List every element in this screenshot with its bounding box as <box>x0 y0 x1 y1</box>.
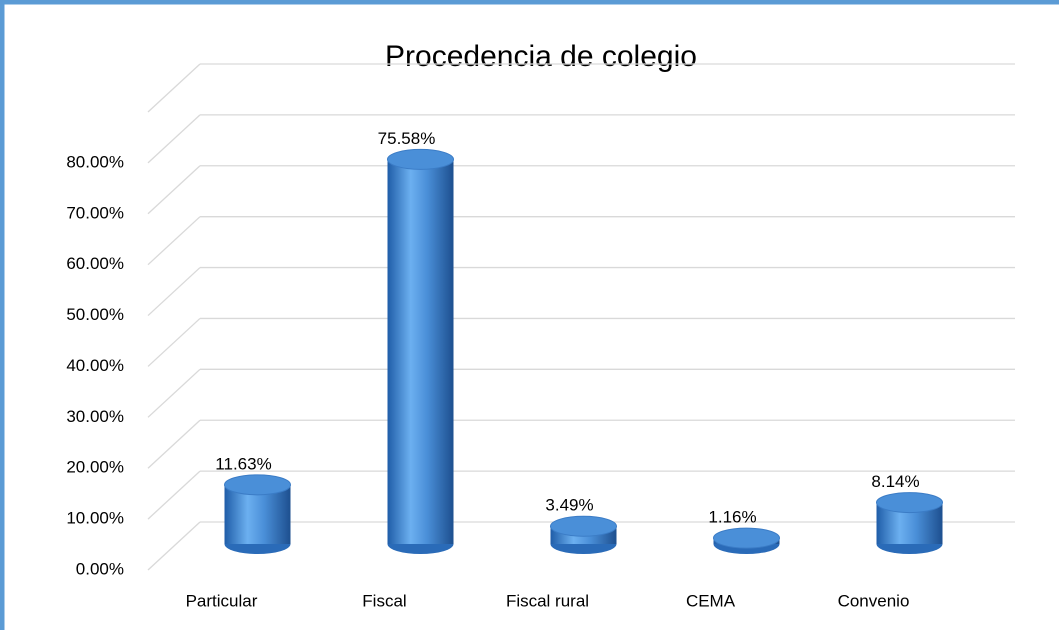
chart-title: Procedencia de colegio <box>385 40 697 73</box>
data-label: 75.58% <box>378 129 436 148</box>
y-tick-label: 70.00% <box>66 203 124 222</box>
y-tick-label: 10.00% <box>66 509 124 528</box>
grid-line <box>147 216 201 266</box>
bar-top <box>876 492 943 514</box>
bar-top <box>713 527 780 549</box>
x-tick-label: Particular <box>186 591 258 610</box>
x-tick-label: Fiscal <box>362 591 406 610</box>
y-tick-label: 50.00% <box>66 305 124 324</box>
y-tick-label: 0.00% <box>76 559 124 578</box>
wall-top <box>147 63 201 113</box>
grid-line <box>147 114 201 164</box>
grid-line <box>147 267 201 317</box>
y-tick-label: 40.00% <box>66 356 124 375</box>
y-tick-label: 30.00% <box>66 407 124 426</box>
y-tick-label: 80.00% <box>66 152 124 171</box>
grid-line <box>147 368 201 418</box>
data-label: 11.63% <box>215 454 271 473</box>
x-tick-label: Fiscal rural <box>506 591 589 610</box>
grid-line <box>147 521 201 571</box>
grid-line <box>147 165 201 215</box>
bar-top <box>224 474 291 496</box>
grid-line <box>147 317 201 367</box>
bar-top <box>387 148 454 170</box>
x-tick-label: Convenio <box>838 591 910 610</box>
data-label: 8.14% <box>871 472 919 491</box>
y-tick-label: 20.00% <box>66 458 124 477</box>
data-label: 1.16% <box>708 508 756 527</box>
grid-line <box>147 470 201 520</box>
grid-line <box>147 419 201 469</box>
x-tick-label: CEMA <box>686 591 736 610</box>
data-label: 3.49% <box>545 496 593 515</box>
y-tick-label: 60.00% <box>66 254 124 273</box>
bar <box>387 159 454 544</box>
bar-top <box>550 515 617 537</box>
